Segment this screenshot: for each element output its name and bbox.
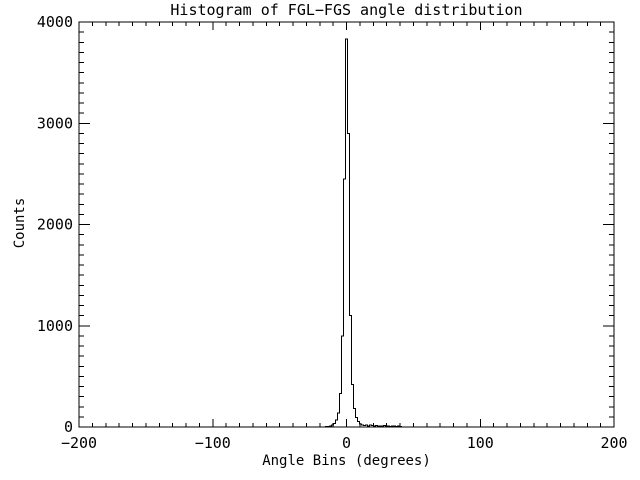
plot-box: [78, 21, 615, 428]
y-axis-title: Counts: [12, 197, 28, 249]
x-tick-label: 200: [600, 434, 627, 452]
y-tick-label: 3000: [37, 114, 73, 132]
x-tick-label: 0: [342, 434, 351, 452]
x-tick-label: −200: [61, 434, 97, 452]
x-tick-label: 100: [467, 434, 494, 452]
y-tick-label: 0: [64, 418, 73, 436]
histogram-curve: [79, 38, 614, 428]
y-tick-label: 4000: [37, 13, 73, 31]
y-tick-label: 1000: [37, 317, 73, 335]
x-tick-label: −100: [195, 434, 231, 452]
x-axis-title: Angle Bins (degrees): [262, 453, 431, 469]
y-tick-label: 2000: [37, 216, 73, 234]
chart-title: Histogram of FGL−FGS angle distribution: [170, 1, 523, 19]
